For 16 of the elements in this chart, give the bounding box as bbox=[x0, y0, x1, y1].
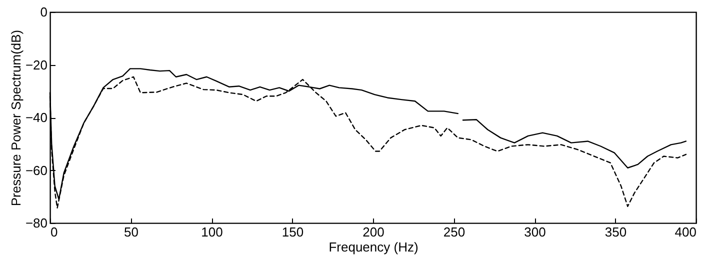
x-tick-label: 0 bbox=[50, 224, 58, 240]
x-axis-title: Frequency (Hz) bbox=[328, 240, 418, 254]
y-tick-label: −20 bbox=[25, 57, 48, 72]
x-tick-label: 300 bbox=[524, 224, 546, 240]
y-tick-label: −40 bbox=[25, 110, 48, 125]
y-axis-title: Pressure Power Spectrum(dB) bbox=[8, 30, 24, 206]
x-tick-label: 250 bbox=[443, 224, 466, 240]
x-tick-label: 200 bbox=[362, 224, 384, 240]
y-tick-label: −60 bbox=[25, 162, 48, 178]
x-tick-label: 100 bbox=[201, 224, 223, 240]
x-tick-label: 150 bbox=[282, 224, 304, 240]
x-tick-label: 350 bbox=[604, 224, 627, 240]
y-tick-label: −80 bbox=[25, 216, 48, 230]
x-tick-label: 50 bbox=[124, 224, 138, 240]
y-tick-label: 0 bbox=[40, 4, 48, 20]
x-tick-label: 400 bbox=[674, 224, 696, 240]
